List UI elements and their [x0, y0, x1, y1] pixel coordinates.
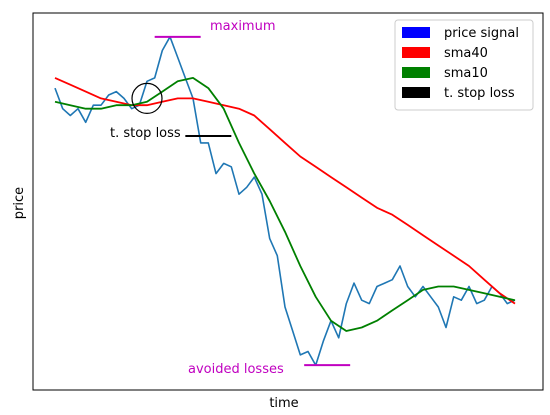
legend-swatch-price-signal — [402, 27, 430, 38]
legend-label-price-signal: price signal — [444, 26, 519, 41]
legend-swatch-sma40 — [402, 47, 430, 58]
y-axis-label: price — [12, 187, 27, 219]
legend-label-stop-loss: t. stop loss — [444, 86, 515, 101]
x-axis-label: time — [269, 396, 298, 411]
series-layer — [54, 35, 516, 367]
annotation-avoided-losses: avoided losses — [188, 362, 284, 377]
legend-label-sma40: sma40 — [444, 46, 488, 61]
annotation-stop-loss: t. stop loss — [110, 126, 181, 141]
stop-loss-circle-marker — [131, 82, 163, 115]
series-line-price-signal — [54, 35, 516, 367]
series-line-sma10 — [54, 77, 516, 332]
legend-swatch-sma10 — [402, 67, 430, 78]
annotation-maximum: maximum — [210, 19, 276, 34]
legend-swatch-stop-loss — [402, 87, 430, 98]
legend: price signal sma40 sma10 t. stop loss — [394, 19, 534, 111]
marks-layer — [131, 35, 351, 367]
legend-label-sma10: sma10 — [444, 66, 488, 81]
